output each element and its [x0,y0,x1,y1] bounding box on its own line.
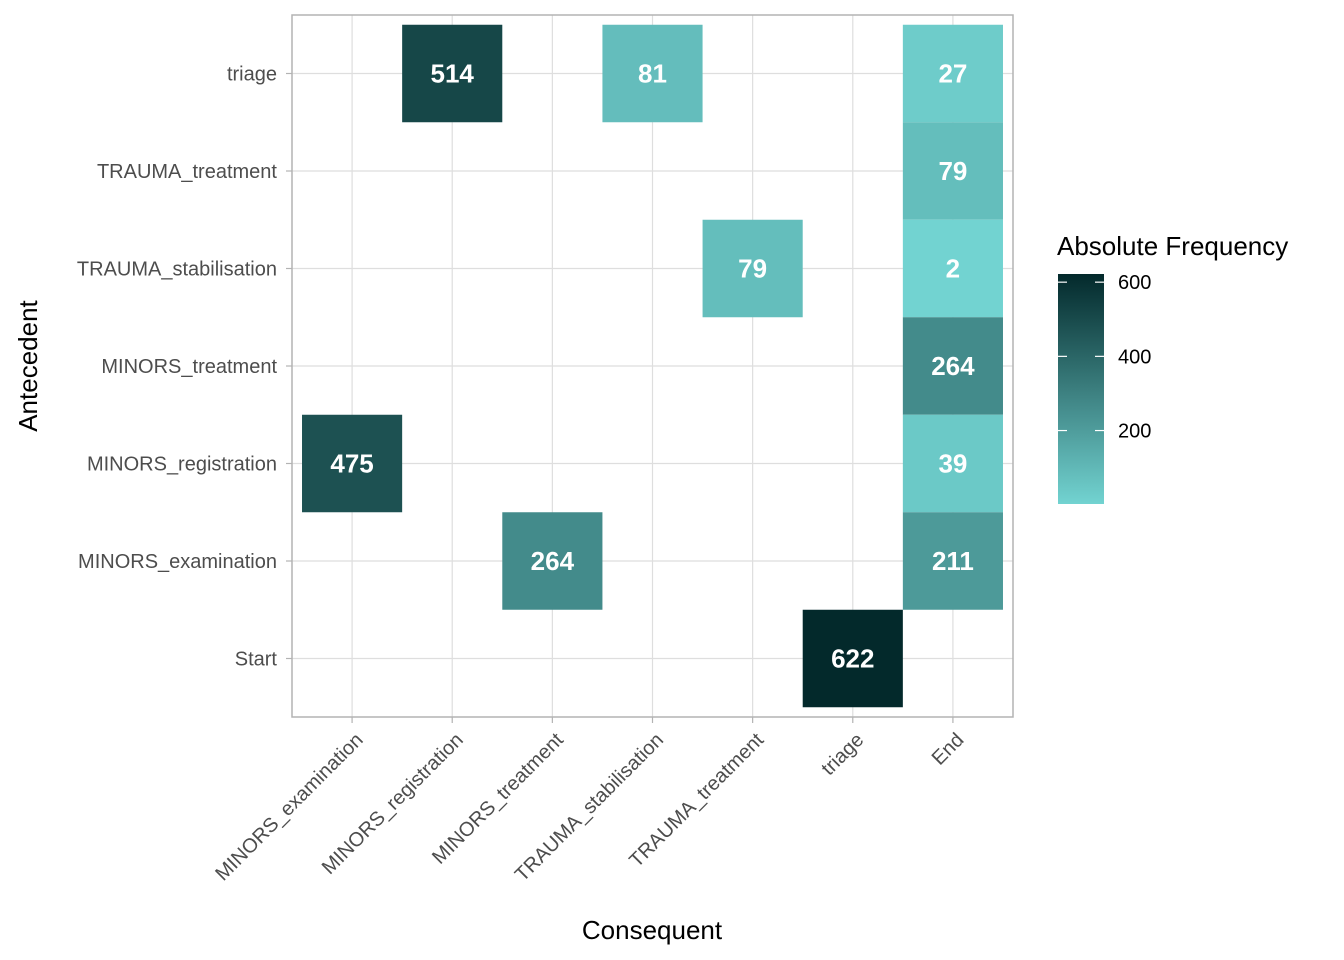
x-axis: MINORS_examinationMINORS_registrationMIN… [211,717,968,886]
heatmap-cell: 2 [902,219,1003,318]
y-tick-label: MINORS_treatment [101,356,277,378]
heatmap-tiles: 514 81 27 79 79 2 264 475 39 264 211 622 [302,24,1003,708]
heatmap-cell: 39 [902,414,1003,513]
heatmap-cell: 264 [502,512,603,610]
y-axis: Start MINORS_examination MINORS_registrati… [77,64,292,671]
heatmap-tile [902,414,1003,513]
cell-value-label: 27 [938,59,967,89]
heatmap-tile [902,512,1003,610]
heatmap-tile [902,317,1003,415]
heatmap-cell: 79 [902,122,1003,220]
heatmap-cell: 475 [302,414,403,513]
cell-value-label: 475 [330,449,373,479]
cell-value-label: 622 [831,644,874,674]
legend-title: Absolute Frequency [1057,231,1288,261]
heatmap-cell: 27 [902,24,1003,123]
heatmap-tile [602,24,703,123]
y-tick-label: TRAUMA_treatment [97,161,277,183]
legend-tick-label: 600 [1118,272,1151,294]
cell-value-label: 514 [431,59,475,89]
legend-colorbar [1058,274,1104,504]
y-tick-label: triage [227,64,277,86]
color-legend: Absolute Frequency 200 400 600 [1057,231,1288,504]
y-axis-title: Antecedent [13,299,43,431]
x-tick-label: End [928,729,969,770]
heatmap-cell: 622 [802,609,903,708]
legend-ticks: 200 400 600 [1058,272,1151,443]
cell-value-label: 264 [531,546,575,576]
heatmap-tile [302,414,403,513]
x-axis-title: Consequent [582,915,723,945]
heatmap-tile [902,24,1003,123]
y-tick-label: TRAUMA_stabilisation [77,259,277,281]
x-tick-label: triage [817,729,868,780]
heatmap-tile [502,512,603,610]
heatmap-tile [902,122,1003,220]
cell-value-label: 39 [938,449,967,479]
heatmap-tile [702,219,803,318]
y-tick-label: Start [235,649,278,671]
heatmap-cell: 81 [602,24,703,123]
heatmap-tile [902,219,1003,318]
cell-value-label: 79 [938,156,967,186]
cell-value-label: 79 [738,254,767,284]
heatmap-tile [802,609,903,708]
heatmap-cell: 211 [902,512,1003,610]
y-tick-label: MINORS_examination [78,551,277,573]
cell-value-label: 211 [932,546,974,576]
heatmap-tile [402,24,503,123]
cell-value-label: 264 [931,351,975,381]
cell-value-label: 81 [638,59,667,89]
heatmap-cell: 79 [702,219,803,318]
y-tick-label: MINORS_registration [87,454,277,476]
cell-value-label: 2 [946,254,960,284]
heatmap-cell: 264 [902,317,1003,415]
gridlines [292,15,1013,717]
heatmap-cell: 514 [402,24,503,123]
legend-tick-label: 200 [1118,421,1151,443]
legend-tick-label: 400 [1118,346,1151,368]
